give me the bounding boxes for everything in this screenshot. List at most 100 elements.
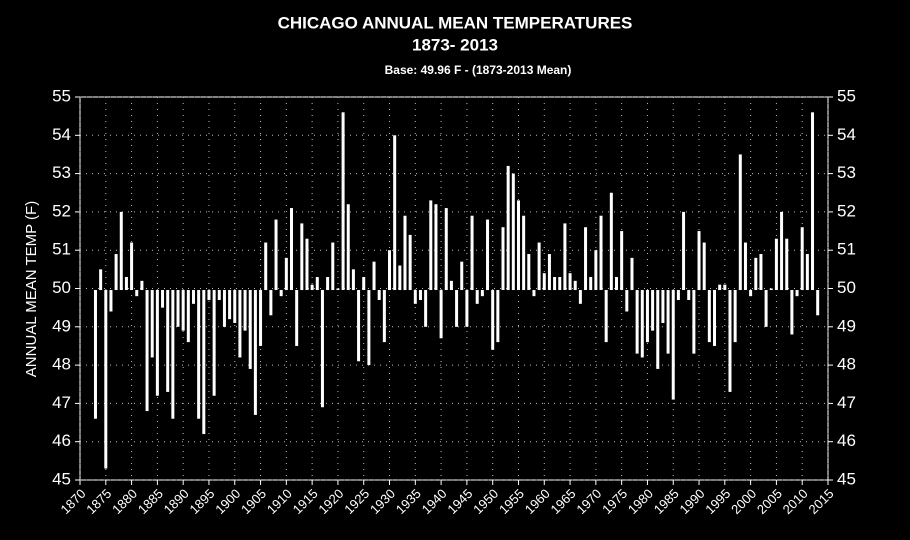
bar	[171, 290, 175, 419]
bar	[150, 290, 154, 358]
bar	[429, 200, 433, 291]
bar	[723, 284, 727, 291]
bar	[594, 250, 598, 291]
bar	[155, 290, 159, 396]
y-tick-label: 51	[837, 240, 856, 259]
bar	[393, 135, 397, 291]
bar	[455, 290, 459, 327]
bar	[568, 273, 572, 291]
bar	[398, 265, 402, 291]
bar	[351, 269, 355, 291]
bar	[197, 290, 201, 419]
y-tick-label: 52	[837, 201, 856, 220]
bar	[279, 290, 283, 297]
bar	[248, 290, 252, 369]
bar	[707, 290, 711, 343]
bar	[718, 284, 722, 291]
bar	[733, 290, 737, 343]
bar	[372, 261, 376, 291]
bar	[367, 290, 371, 366]
bar	[486, 219, 490, 291]
bar	[604, 290, 608, 343]
bar	[222, 290, 226, 327]
y-tick-label: 53	[837, 163, 856, 182]
bar	[625, 290, 629, 312]
bar	[357, 290, 361, 362]
bar	[780, 211, 784, 291]
chart-subtitle: Base: 49.96 F - (1873-2013 Mean)	[385, 63, 572, 77]
y-tick-label: 55	[837, 86, 856, 105]
bar	[269, 290, 273, 316]
bar	[630, 257, 634, 291]
y-tick-label: 49	[837, 316, 856, 335]
bar	[439, 290, 443, 339]
bar	[522, 215, 526, 291]
y-tick-label: 48	[837, 355, 856, 374]
bar	[805, 254, 809, 291]
bar	[687, 290, 691, 300]
bar	[336, 288, 340, 291]
y-tick-label: 45	[52, 469, 71, 488]
bar	[320, 290, 324, 408]
bar	[573, 280, 577, 291]
bar	[697, 231, 701, 291]
bar	[310, 284, 314, 291]
bar	[207, 290, 211, 300]
bar	[661, 290, 665, 323]
y-tick-label: 54	[837, 125, 856, 144]
bar	[749, 290, 753, 297]
bar	[764, 290, 768, 327]
y-tick-label: 48	[52, 355, 71, 374]
y-axis-label: ANNUAL MEAN TEMP (F)	[23, 201, 40, 377]
bar	[130, 242, 134, 291]
bar	[558, 277, 562, 291]
chart-title: 1873- 2013	[412, 35, 498, 54]
bar	[475, 290, 479, 304]
y-tick-label: 53	[52, 163, 71, 182]
bar	[754, 257, 758, 291]
bar	[671, 290, 675, 400]
bar	[119, 211, 123, 291]
bar	[388, 250, 392, 291]
y-tick-label: 49	[52, 316, 71, 335]
y-tick-label: 54	[52, 125, 71, 144]
bar	[161, 290, 165, 308]
bar	[790, 290, 794, 335]
bar	[656, 290, 660, 369]
y-tick-label: 45	[837, 469, 856, 488]
bar	[181, 290, 185, 331]
bar	[408, 234, 412, 291]
bar	[305, 238, 309, 291]
bar	[511, 173, 515, 291]
bar	[212, 290, 216, 396]
bar	[202, 290, 206, 435]
bar	[795, 290, 799, 297]
bar	[743, 242, 747, 291]
bar	[109, 290, 113, 312]
bar	[403, 215, 407, 291]
bar	[651, 290, 655, 331]
bar	[346, 204, 350, 291]
bar	[295, 290, 299, 346]
bar	[166, 290, 170, 392]
bar	[547, 254, 551, 291]
bar	[785, 238, 789, 291]
bar	[424, 290, 428, 327]
bar	[578, 290, 582, 304]
bar	[501, 227, 505, 291]
bar	[692, 290, 696, 354]
bar	[702, 242, 706, 291]
bar	[362, 277, 366, 291]
bar	[769, 288, 773, 291]
bar	[104, 290, 108, 469]
bar	[640, 290, 644, 358]
bar	[191, 290, 195, 304]
bar	[532, 290, 536, 297]
y-tick-label: 52	[52, 201, 71, 220]
y-tick-label: 51	[52, 240, 71, 259]
bar	[676, 290, 680, 300]
bar	[537, 242, 541, 291]
bar	[238, 290, 242, 358]
